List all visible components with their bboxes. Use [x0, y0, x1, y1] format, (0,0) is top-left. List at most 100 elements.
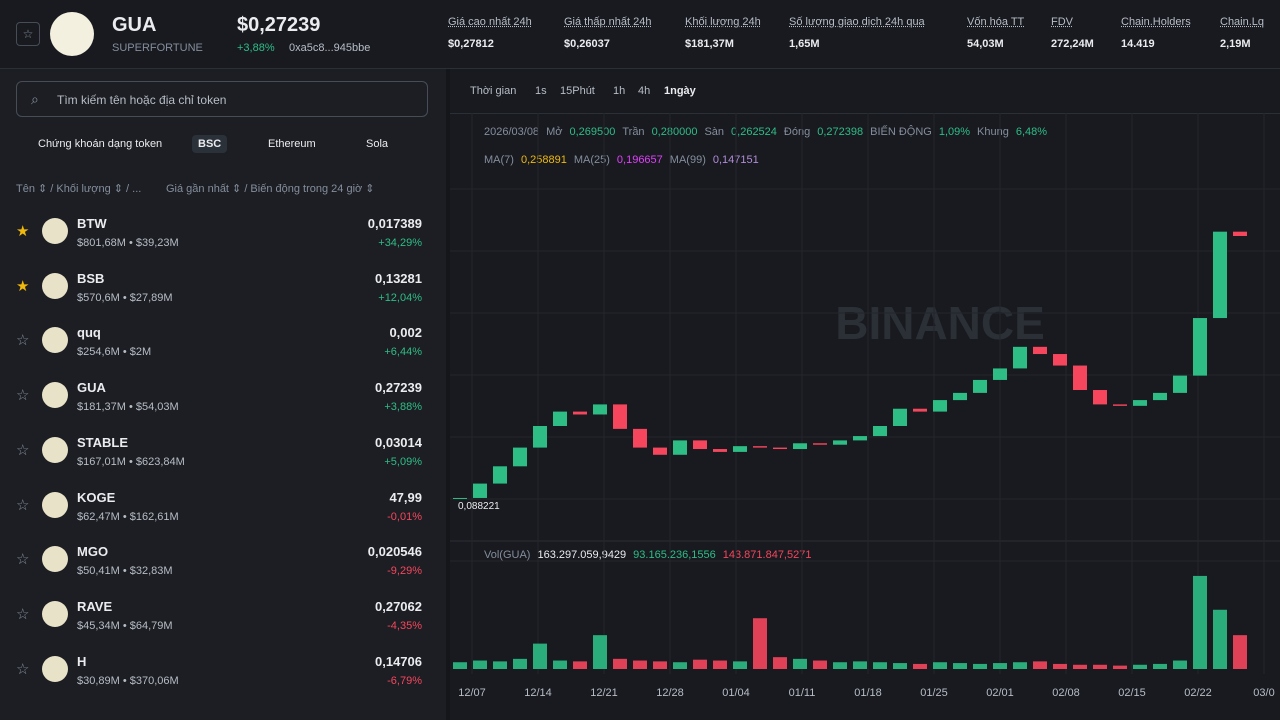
- star-icon[interactable]: ★: [16, 223, 30, 240]
- interval-button: Thời gian: [470, 85, 517, 97]
- star-icon[interactable]: ☆: [16, 660, 30, 678]
- chart-toolbar: Thời gian 1s 15Phút 1h 4h 1ngày: [450, 69, 1280, 114]
- candle: [533, 426, 547, 448]
- ohlc-legend: Mở: [546, 126, 562, 138]
- star-icon[interactable]: ☆: [16, 387, 30, 405]
- candle: [893, 408, 907, 426]
- x-tick-label: 03/0: [1253, 687, 1274, 699]
- volume-legend: 163.297.059,9429: [537, 549, 626, 561]
- token-row[interactable]: ★ BSB $570,6M • $27,89M 0,13281 +12,04%: [0, 269, 446, 323]
- search-placeholder: Tìm kiếm tên hoặc địa chỉ token: [57, 93, 227, 107]
- candle: [573, 411, 587, 415]
- token-symbol: GUA: [112, 14, 157, 36]
- token-row[interactable]: ★ BTW $801,68M • $39,23M 0,017389 +34,29%: [0, 214, 446, 268]
- favorite-button[interactable]: ☆: [16, 22, 40, 46]
- star-icon[interactable]: ☆: [16, 332, 30, 350]
- volume-bar: [493, 661, 507, 669]
- star-icon[interactable]: ☆: [16, 441, 30, 459]
- low-label: 0,088221: [458, 501, 500, 512]
- chain-tab[interactable]: Ethereum: [268, 138, 316, 150]
- candle: [1053, 354, 1067, 366]
- stat-value: $0,26037: [564, 38, 610, 50]
- token-row[interactable]: ☆ H $30,89M • $370,06M 0,14706 -6,79%: [0, 652, 446, 706]
- token-symbol: MGO: [77, 544, 109, 560]
- token-row[interactable]: ☆ quq $254,6M • $2M 0,002 +6,44%: [0, 323, 446, 377]
- search-icon: ⌕: [31, 91, 39, 107]
- candle: [933, 400, 947, 412]
- stat-label: Khối lượng 24h: [685, 16, 761, 28]
- token-row[interactable]: ☆ RAVE $45,34M • $64,79M 0,27062 -4,35%: [0, 597, 446, 651]
- ohlc-legend: 0,272398: [817, 126, 863, 138]
- token-icon: [42, 436, 68, 463]
- candle: [913, 408, 927, 412]
- search-box[interactable]: ⌕ Tìm kiếm tên hoặc địa chỉ token: [16, 81, 428, 117]
- interval-button[interactable]: 15Phút: [560, 85, 595, 97]
- token-symbol: RAVE: [77, 598, 113, 614]
- contract-address[interactable]: 0xa5c8...945bbe: [289, 42, 371, 54]
- column-header[interactable]: Tên ⇕ / Khối lượng ⇕ / ...: [16, 183, 142, 195]
- volume-bar: [933, 662, 947, 669]
- chain-tab[interactable]: Sola: [366, 138, 389, 150]
- token-sub: $45,34M • $64,79M: [77, 619, 173, 632]
- candle: [553, 411, 567, 426]
- volume-bar: [553, 660, 567, 669]
- ohlc-legend: Khung: [977, 126, 1009, 138]
- ohlc-legend: 6,48%: [1016, 126, 1047, 138]
- token-price: 0,13281: [375, 270, 422, 286]
- star-icon[interactable]: ☆: [16, 496, 30, 514]
- top-bar: ☆ GUA SUPERFORTUNE $0,27239 +3,88% 0xa5c…: [0, 0, 1280, 69]
- candle: [793, 443, 807, 450]
- candle: [1193, 318, 1207, 376]
- interval-button[interactable]: 4h: [638, 85, 651, 97]
- x-tick-label: 02/15: [1118, 687, 1146, 699]
- candle: [993, 368, 1007, 380]
- volume-bar: [733, 661, 747, 669]
- token-icon: [42, 382, 68, 409]
- interval-button[interactable]: 1ngày: [664, 85, 696, 97]
- chain-tab[interactable]: BSC: [192, 135, 228, 153]
- x-tick-label: 02/22: [1184, 687, 1212, 699]
- volume-bar: [1113, 665, 1127, 669]
- volume-bar: [593, 635, 607, 669]
- candle: [1013, 346, 1027, 369]
- candle: [713, 449, 727, 452]
- volume-bar: [1053, 663, 1067, 669]
- star-icon[interactable]: ☆: [16, 551, 30, 569]
- interval-button[interactable]: 1h: [613, 85, 626, 97]
- candle: [1073, 365, 1087, 391]
- candle: [493, 466, 507, 484]
- candle: [1153, 392, 1167, 401]
- watermark: BINANCE: [835, 297, 1045, 349]
- volume-bar: [873, 662, 887, 669]
- star-icon[interactable]: ☆: [16, 605, 30, 623]
- volume-bar: [613, 658, 627, 669]
- star-icon[interactable]: ★: [16, 277, 30, 295]
- token-change: +3,88%: [384, 401, 422, 414]
- stat-value: $181,37M: [685, 38, 734, 50]
- ma-legend: MA(99): [670, 154, 706, 166]
- token-price: 0,14706: [375, 653, 422, 669]
- token-row[interactable]: ☆ GUA $181,37M • $54,03M 0,27239 +3,88%: [0, 378, 446, 432]
- token-price: 47,99: [389, 489, 422, 505]
- token-row[interactable]: ☆ STABLE $167,01M • $623,84M 0,03014 +5,09%: [0, 433, 446, 487]
- token-sub: $254,6M • $2M: [77, 346, 152, 359]
- candle: [873, 426, 887, 437]
- column-header[interactable]: Giá gần nhất ⇕ / Biến động trong 24 giờ …: [166, 183, 375, 195]
- chain-tab[interactable]: Chứng khoán dạng token: [38, 138, 163, 150]
- candle: [1113, 404, 1127, 406]
- volume-bar: [913, 663, 927, 669]
- ma-legend: MA(25): [574, 154, 610, 166]
- volume-bar: [573, 661, 587, 669]
- token-row[interactable]: ☆ MGO $50,41M • $32,83M 0,020546 -9,29%: [0, 542, 446, 596]
- volume-bar: [773, 657, 787, 669]
- interval-button[interactable]: 1s: [535, 85, 547, 97]
- token-change: +34,29%: [378, 237, 422, 249]
- candle: [853, 436, 867, 441]
- token-row[interactable]: ☆ KOGE $62,47M • $162,61M 47,99 -0,01%: [0, 488, 446, 542]
- token-list-panel: ⌕ Tìm kiếm tên hoặc địa chỉ token Chứng …: [0, 69, 446, 720]
- x-tick-label: 12/21: [590, 687, 618, 699]
- token-symbol: BSB: [77, 270, 105, 286]
- ohlc-legend: BIẾN ĐỘNG: [870, 125, 932, 138]
- stat-value: $0,27812: [448, 38, 494, 50]
